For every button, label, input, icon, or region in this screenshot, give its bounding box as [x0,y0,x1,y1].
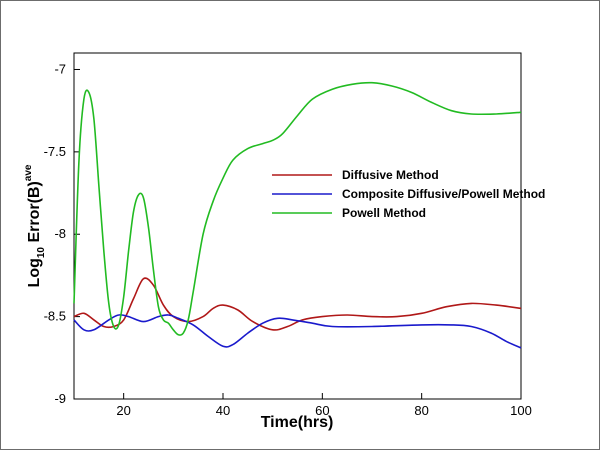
x-tick-label: 60 [315,403,329,418]
y-axis-title-subscript: 10 [36,247,47,259]
y-tick-label: -8.5 [44,309,66,324]
series-line-1 [73,277,522,331]
svg-text:Log10 Error(B)ave: Log10 Error(B)ave [23,164,47,287]
y-axis-title-rest: Error(B) [26,181,43,247]
plot-area-border [73,52,522,400]
legend: Diffusive Method Composite Diffusive/Powe… [272,168,545,220]
y-tick-label: -9 [54,391,66,406]
y-tick-label: -7.5 [44,144,66,159]
y-tick-label: -7 [54,61,66,76]
y-axis-title: Log10 Error(B)ave [23,164,47,287]
x-axis-title: Time(hrs) [261,414,334,431]
series-lines [73,81,522,349]
y-axis-title-superscript: ave [23,164,34,181]
x-tick-label: 100 [510,403,532,418]
series-line-2 [73,314,522,349]
legend-label-3: Powell Method [342,206,426,220]
y-axis-title-main: Log [26,258,43,287]
y-tick-label: -8 [54,226,66,241]
x-tick-label: 40 [216,403,230,418]
y-axis-ticks: -9 -8.5 -8 -7.5 -7 [44,61,80,406]
x-axis-ticks: 20 40 60 80 100 [116,393,532,418]
x-tick-label: 80 [414,403,428,418]
x-tick-label: 20 [116,403,130,418]
series-line-3 [73,81,522,336]
legend-label-1: Diffusive Method [342,168,439,182]
legend-label-2: Composite Diffusive/Powell Method [342,187,545,201]
